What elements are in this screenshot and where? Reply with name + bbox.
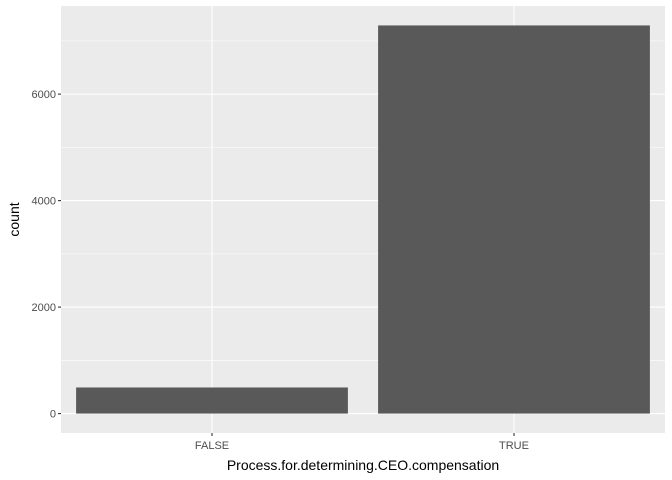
x-axis-ticks: FALSE TRUE [195,433,529,452]
x-axis-title: Process.for.determining.CEO.compensation [227,457,499,473]
y-axis-ticks: 0 2000 4000 6000 [32,89,61,421]
bars [76,25,650,414]
x-tick-label: TRUE [499,440,529,452]
y-tick-label: 4000 [32,196,56,208]
bar-true [378,25,650,414]
bar-false [76,387,348,414]
y-tick-label: 2000 [32,302,56,314]
y-tick-label: 0 [50,409,56,421]
x-tick-label: FALSE [195,440,229,452]
y-tick-label: 6000 [32,89,56,101]
y-axis-title: count [6,202,22,236]
